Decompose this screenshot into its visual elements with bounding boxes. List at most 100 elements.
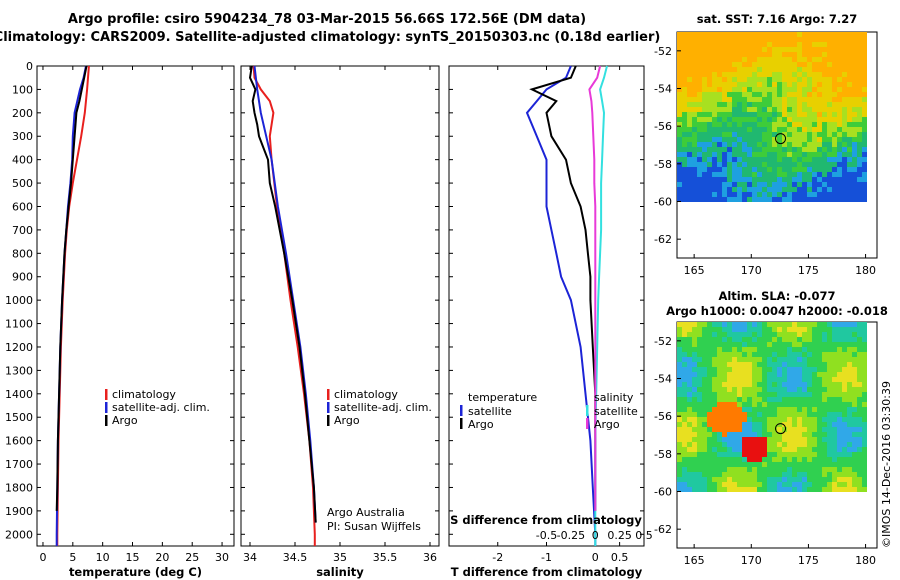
map-cell: [682, 482, 687, 487]
map-cell: [687, 362, 692, 367]
map-cell: [842, 432, 847, 437]
map-cell: [737, 452, 742, 457]
map-cell: [692, 122, 697, 127]
map-cell: [817, 372, 822, 377]
map-cell: [817, 42, 822, 47]
map-cell: [707, 427, 712, 432]
map-cell: [747, 182, 752, 187]
x-tick-label: 30: [215, 551, 229, 564]
map-cell: [707, 432, 712, 437]
map-cell: [727, 327, 732, 332]
map-cell: [847, 462, 852, 467]
map-cell: [762, 177, 767, 182]
map-cell: [797, 42, 802, 47]
map-cell: [697, 197, 702, 202]
map-cell: [797, 342, 802, 347]
map-cell: [737, 142, 742, 147]
map-cell: [737, 52, 742, 57]
map-cell: [747, 192, 752, 197]
map-cell: [822, 147, 827, 152]
map-cell: [787, 362, 792, 367]
map-cell: [817, 397, 822, 402]
map-cell: [752, 132, 757, 137]
map-cell: [807, 42, 812, 47]
map-cell: [852, 97, 857, 102]
y-tick-label: 2000: [5, 528, 33, 541]
map-cell: [757, 352, 762, 357]
map-cell: [677, 182, 682, 187]
map-cell: [742, 197, 747, 202]
map-cell: [697, 52, 702, 57]
map-cell: [792, 177, 797, 182]
map-cell: [677, 137, 682, 142]
map-cell: [777, 82, 782, 87]
map-cell: [727, 397, 732, 402]
map-cell: [677, 327, 682, 332]
map-cell: [847, 162, 852, 167]
map-cell: [842, 127, 847, 132]
map-cell: [837, 47, 842, 52]
map-cell: [692, 162, 697, 167]
map-cell: [762, 197, 767, 202]
map-cell: [677, 397, 682, 402]
map-cell: [782, 347, 787, 352]
map-cell: [697, 192, 702, 197]
map-cell: [822, 407, 827, 412]
map-cell: [702, 387, 707, 392]
map-cell: [857, 442, 862, 447]
map-cell: [702, 52, 707, 57]
map-cell: [802, 102, 807, 107]
map-cell: [847, 32, 852, 37]
map-cell: [742, 147, 747, 152]
map-cell: [857, 427, 862, 432]
map-cell: [792, 47, 797, 52]
map-cell: [772, 482, 777, 487]
map-cell: [737, 407, 742, 412]
map-cell: [732, 137, 737, 142]
map-cell: [757, 162, 762, 167]
map-cell: [737, 42, 742, 47]
map-cell: [707, 332, 712, 337]
series-line: [55, 65, 88, 511]
map-cell: [767, 92, 772, 97]
map-cell: [797, 407, 802, 412]
map-cell: [862, 197, 867, 202]
map-cell: [827, 132, 832, 137]
map-cell: [812, 392, 817, 397]
map-cell: [852, 462, 857, 467]
map-cell: [757, 82, 762, 87]
map-cell: [827, 387, 832, 392]
map-cell: [822, 342, 827, 347]
map-cell: [707, 117, 712, 122]
map-cell: [782, 412, 787, 417]
map-cell: [757, 62, 762, 67]
map-cell: [752, 357, 757, 362]
map-cell: [802, 192, 807, 197]
map-cell: [762, 42, 767, 47]
map-cell: [752, 152, 757, 157]
difference-panel: -2 -1 0 0.5T difference from climatologytem…: [448, 65, 653, 579]
legend-label: satellite-adj. clim.: [112, 401, 210, 414]
map-cell: [767, 57, 772, 62]
map-cell: [797, 417, 802, 422]
map-cell: [722, 387, 727, 392]
map-cell: [777, 77, 782, 82]
map-cell: [747, 437, 752, 442]
map-cell: [852, 332, 857, 337]
map-cell: [812, 137, 817, 142]
map-cell: [747, 162, 752, 167]
map-cell: [772, 427, 777, 432]
map-cell: [812, 97, 817, 102]
map-cell: [697, 107, 702, 112]
map-cell: [717, 392, 722, 397]
map-cell: [752, 197, 757, 202]
map-cell: [722, 92, 727, 97]
map-cell: [742, 72, 747, 77]
map-cell: [832, 122, 837, 127]
map-cell: [807, 167, 812, 172]
map-cell: [707, 192, 712, 197]
map-cell: [682, 132, 687, 137]
map-cell: [707, 132, 712, 137]
map-cell: [842, 87, 847, 92]
map-cell: [687, 32, 692, 37]
